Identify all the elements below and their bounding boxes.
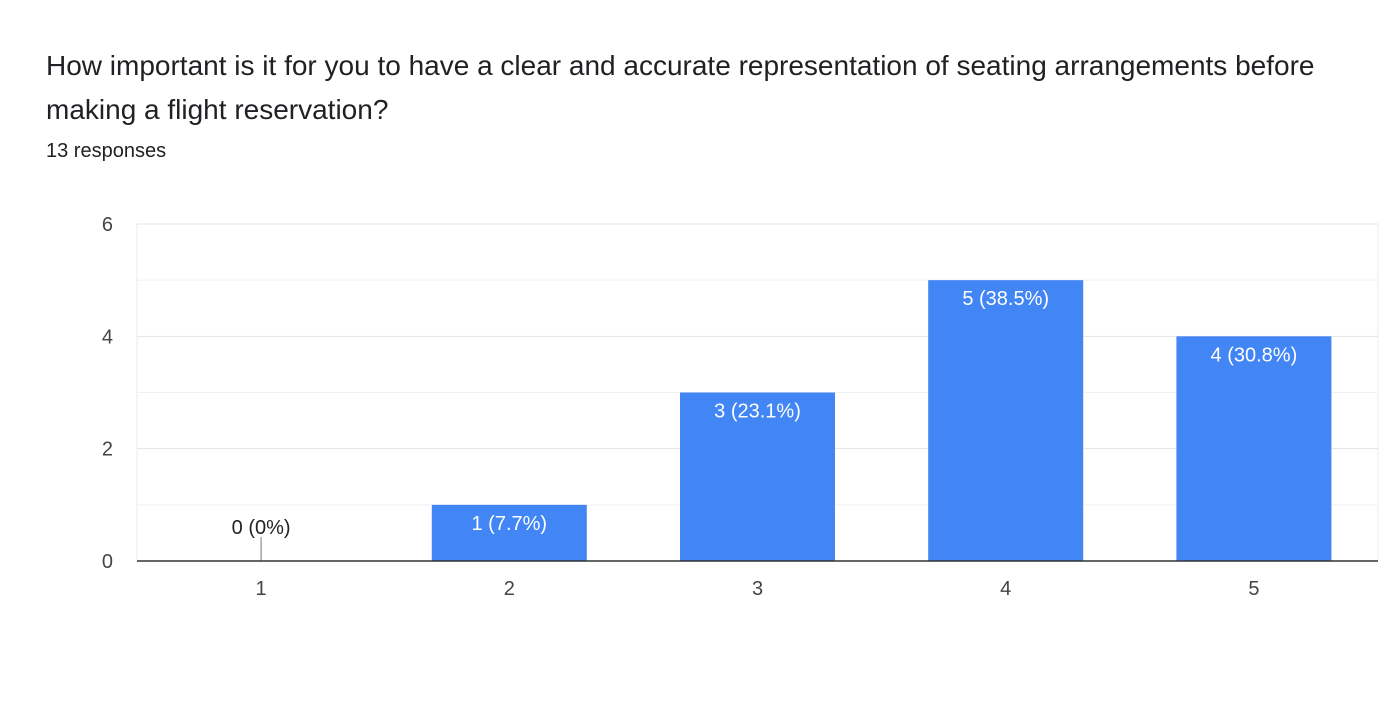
bar-5 (1176, 336, 1332, 561)
y-axis-ticks: 0 2 4 6 (102, 214, 113, 573)
x-tick-label: 1 (256, 578, 267, 600)
y-tick-label: 2 (102, 439, 113, 461)
response-count: 13 responses (46, 140, 167, 162)
data-label-3: 3 (23.1%) (714, 401, 801, 423)
bar-4 (928, 280, 1084, 561)
question-title: How important is it for you to have a cl… (46, 50, 1315, 125)
data-labels: 0 (0%) 1 (7.7%) 3 (23.1%) 5 (38.5%) 4 (30.8%… (232, 288, 1298, 539)
x-tick-label: 2 (504, 578, 515, 600)
data-label-1: 0 (0%) (232, 517, 291, 539)
x-tick-label: 5 (1248, 578, 1259, 600)
bars (260, 280, 1332, 561)
x-tick-label: 4 (1000, 578, 1011, 600)
x-tick-label: 3 (752, 578, 763, 600)
bar-2 (431, 504, 587, 561)
y-tick-label: 6 (102, 214, 113, 236)
y-tick-label: 4 (102, 326, 113, 348)
data-label-4: 5 (38.5%) (962, 288, 1049, 310)
data-label-2: 1 (7.7%) (472, 513, 548, 535)
bar-3 (680, 392, 835, 561)
y-tick-label: 0 (102, 551, 113, 573)
data-label-5: 4 (30.8%) (1211, 344, 1298, 366)
x-axis-ticks: 1 2 3 4 5 (256, 578, 1260, 600)
